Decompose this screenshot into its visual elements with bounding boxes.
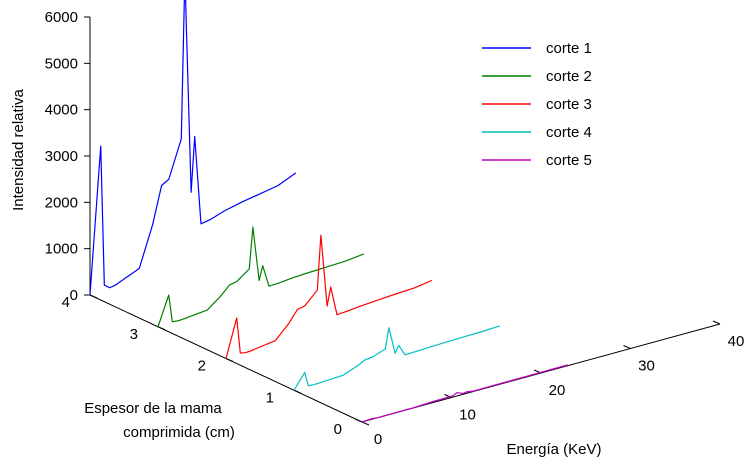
x-tick-label: 0 bbox=[374, 431, 382, 448]
y-tick-mark bbox=[293, 389, 302, 394]
series-layer bbox=[89, 0, 569, 423]
x-tick-mark bbox=[354, 418, 363, 423]
z-tick-label: 0 bbox=[70, 287, 78, 304]
x-tick-label: 30 bbox=[638, 358, 655, 375]
y-tick-label: 3 bbox=[130, 326, 138, 343]
y-tick-mark bbox=[225, 358, 234, 362]
series-line-corte-3 bbox=[225, 234, 433, 359]
x-tick-mark bbox=[623, 345, 631, 349]
x-tick-mark bbox=[712, 320, 721, 325]
series-line-corte-4 bbox=[293, 325, 501, 391]
x-tick-label: 10 bbox=[459, 407, 476, 424]
y-tick-mark bbox=[361, 421, 370, 426]
z-axis-title: Intensidad relativa bbox=[10, 88, 27, 210]
y-axis-title-line-1: Espesor de la mama bbox=[84, 400, 222, 417]
legend-label-corte-4: corte 4 bbox=[546, 124, 592, 141]
y-tick-label: 4 bbox=[62, 294, 70, 311]
y-tick-label: 1 bbox=[266, 389, 274, 406]
x-tick-label: 40 bbox=[728, 333, 745, 350]
series-line-corte-2 bbox=[157, 226, 365, 327]
y-tick-label: 0 bbox=[334, 421, 342, 438]
z-tick-label: 6000 bbox=[45, 9, 78, 26]
y-tick-label: 2 bbox=[198, 358, 206, 375]
z-tick-label: 3000 bbox=[45, 148, 78, 165]
series-line-corte-5 bbox=[361, 364, 569, 423]
legend-label-corte-2: corte 2 bbox=[546, 68, 592, 85]
z-tick-label: 2000 bbox=[45, 194, 78, 211]
series-line-corte-1 bbox=[89, 0, 297, 296]
z-tick-label: 5000 bbox=[45, 55, 78, 72]
z-tick-label: 1000 bbox=[45, 241, 78, 258]
x-axis-title: Energía (KeV) bbox=[506, 441, 601, 458]
legend-label-corte-3: corte 3 bbox=[546, 96, 592, 113]
y-axis-title-line-2: comprimida (cm) bbox=[123, 424, 235, 441]
legend-label-corte-5: corte 5 bbox=[546, 152, 592, 169]
x-tick-label: 20 bbox=[549, 382, 566, 399]
legend: corte 1 corte 2 corte 3 corte 4 corte 5 bbox=[482, 40, 592, 169]
y-tick-mark bbox=[89, 294, 98, 299]
z-tick-label: 4000 bbox=[45, 102, 78, 119]
legend-label-corte-1: corte 1 bbox=[546, 40, 592, 57]
y-tick-mark bbox=[157, 326, 166, 331]
